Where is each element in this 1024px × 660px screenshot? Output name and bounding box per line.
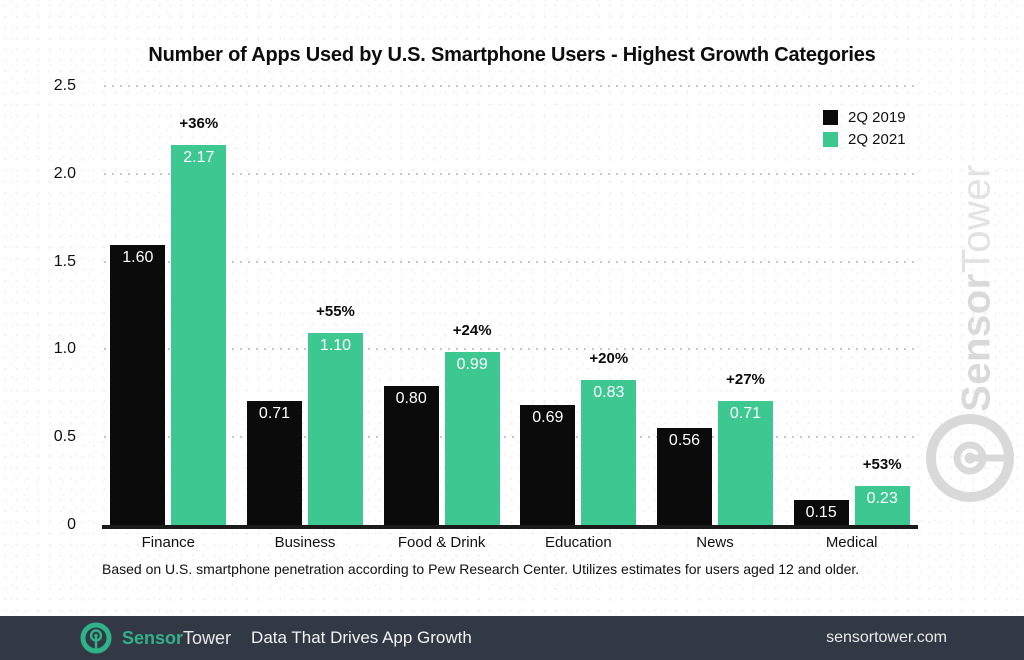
gridline — [104, 436, 914, 439]
bar-value-label: 0.23 — [866, 490, 898, 507]
growth-label: +36% — [179, 115, 219, 132]
y-axis-tick-label: 2.0 — [53, 164, 76, 182]
y-axis-tick-label: 2.5 — [53, 77, 76, 94]
bar-2q-2021: 2.17 — [171, 145, 227, 525]
legend-row-2021: 2Q 2021 — [823, 132, 906, 147]
x-axis-line — [102, 525, 918, 529]
bar-2q-2019: 0.56 — [657, 428, 712, 525]
bar-value-label: 2.17 — [183, 149, 215, 166]
legend: 2Q 2019 2Q 2021 — [823, 110, 906, 154]
bar-value-label: 0.99 — [456, 356, 488, 373]
bar-2q-2019: 0.69 — [520, 405, 576, 525]
legend-swatch-2021 — [823, 132, 838, 147]
watermark-brand-text: SensorTower — [955, 164, 1000, 412]
gridline — [104, 260, 914, 263]
bar-value-label: 1.10 — [319, 337, 352, 354]
category-label: Food & Drink — [397, 534, 486, 551]
watermark-brand-bold: Sensor — [954, 273, 999, 412]
legend-row-2019: 2Q 2019 — [823, 110, 906, 125]
bar-2q-2019: 1.60 — [110, 245, 166, 525]
bar-2q-2021: 0.23 — [854, 486, 910, 525]
y-axis-tick-label: 0 — [67, 516, 76, 533]
bar-2q-2021: 1.10 — [308, 333, 363, 525]
bar-2q-2019: 0.71 — [247, 401, 302, 525]
bar-value-label: 0.15 — [805, 504, 837, 521]
footer-brand-light: Tower — [183, 628, 232, 648]
growth-label: +24% — [452, 322, 492, 339]
growth-label: +55% — [316, 303, 355, 320]
footer-tagline: Data That Drives App Growth — [251, 628, 472, 647]
sensortower-watermark-logo-icon — [926, 414, 1014, 502]
sensortower-footer-logo-icon — [80, 622, 112, 654]
growth-label: +20% — [589, 350, 629, 367]
category-label: News — [696, 534, 734, 551]
legend-label-2021: 2Q 2021 — [848, 131, 906, 148]
chart-footnote: Based on U.S. smartphone penetration acc… — [102, 561, 860, 577]
bar-2q-2021: 0.83 — [581, 380, 637, 525]
footer-brand-bold: Sensor — [122, 628, 184, 648]
bar-2q-2019: 0.15 — [793, 500, 849, 525]
footer-url: sensortower.com — [826, 629, 947, 646]
gridline — [104, 85, 914, 87]
legend-swatch-2019 — [823, 110, 838, 125]
category-label: Finance — [141, 534, 196, 551]
growth-label: +53% — [862, 456, 902, 473]
footer-brand: SensorTower — [122, 629, 231, 647]
gridline — [104, 348, 914, 351]
category-label: Education — [544, 534, 612, 551]
footer-bar: SensorTower Data That Drives App Growth … — [0, 616, 1024, 660]
bar-value-label: 1.60 — [122, 249, 154, 266]
bar-value-label: 0.83 — [593, 384, 625, 401]
growth-label: +27% — [726, 371, 765, 388]
bar-value-label: 0.71 — [258, 405, 291, 422]
category-label: Medical — [825, 534, 878, 551]
gridline — [104, 172, 914, 175]
bar-value-label: 0.56 — [668, 432, 701, 449]
y-axis-tick-label: 0.5 — [53, 428, 76, 446]
watermark-brand-light: Tower — [954, 164, 999, 274]
chart-title: Number of Apps Used by U.S. Smartphone U… — [148, 44, 876, 66]
legend-label-2019: 2Q 2019 — [848, 109, 906, 126]
bar-2q-2019: 0.80 — [383, 386, 439, 525]
y-axis-tick-label: 1.0 — [53, 340, 76, 358]
bar-value-label: 0.71 — [729, 405, 762, 422]
bar-value-label: 0.80 — [395, 390, 427, 407]
bar-2q-2021: 0.99 — [444, 352, 500, 525]
bar-2q-2021: 0.71 — [718, 401, 773, 525]
y-axis-tick-label: 1.5 — [53, 252, 76, 270]
category-label: Business — [274, 534, 336, 551]
bar-value-label: 0.69 — [532, 409, 564, 426]
